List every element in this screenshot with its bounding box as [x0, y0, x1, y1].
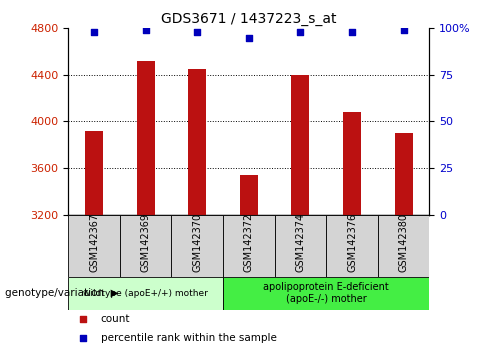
- Point: [193, 29, 201, 35]
- Text: GSM142367: GSM142367: [89, 213, 99, 272]
- Point: [297, 29, 305, 35]
- Text: GSM142369: GSM142369: [141, 213, 151, 272]
- Bar: [85, 131, 103, 215]
- Text: GSM142372: GSM142372: [244, 213, 254, 272]
- Text: count: count: [101, 314, 130, 324]
- Text: GSM142376: GSM142376: [347, 213, 357, 272]
- Text: wildtype (apoE+/+) mother: wildtype (apoE+/+) mother: [83, 289, 208, 298]
- Bar: [291, 75, 309, 215]
- Bar: [137, 61, 155, 215]
- Point: [400, 27, 407, 33]
- Bar: [326, 215, 378, 276]
- Point: [90, 29, 98, 35]
- Point: [376, 241, 384, 246]
- Bar: [275, 215, 326, 276]
- Point: [348, 29, 356, 35]
- Bar: [223, 276, 429, 310]
- Bar: [240, 175, 258, 215]
- Point: [376, 72, 384, 77]
- Title: GDS3671 / 1437223_s_at: GDS3671 / 1437223_s_at: [161, 12, 337, 26]
- Bar: [120, 215, 171, 276]
- Text: GSM142374: GSM142374: [295, 213, 305, 272]
- Bar: [378, 215, 429, 276]
- Point: [142, 27, 150, 33]
- Bar: [343, 112, 361, 215]
- Point: [245, 35, 253, 40]
- Bar: [171, 215, 223, 276]
- Text: apolipoprotein E-deficient
(apoE-/-) mother: apolipoprotein E-deficient (apoE-/-) mot…: [264, 282, 389, 304]
- Text: GSM142380: GSM142380: [399, 213, 408, 272]
- Bar: [68, 215, 120, 276]
- Text: GSM142370: GSM142370: [192, 213, 203, 272]
- Bar: [68, 276, 223, 310]
- Bar: [395, 133, 413, 215]
- Text: percentile rank within the sample: percentile rank within the sample: [101, 333, 277, 343]
- Text: genotype/variation  ▶: genotype/variation ▶: [5, 288, 119, 298]
- Bar: [188, 69, 206, 215]
- Bar: [223, 215, 275, 276]
